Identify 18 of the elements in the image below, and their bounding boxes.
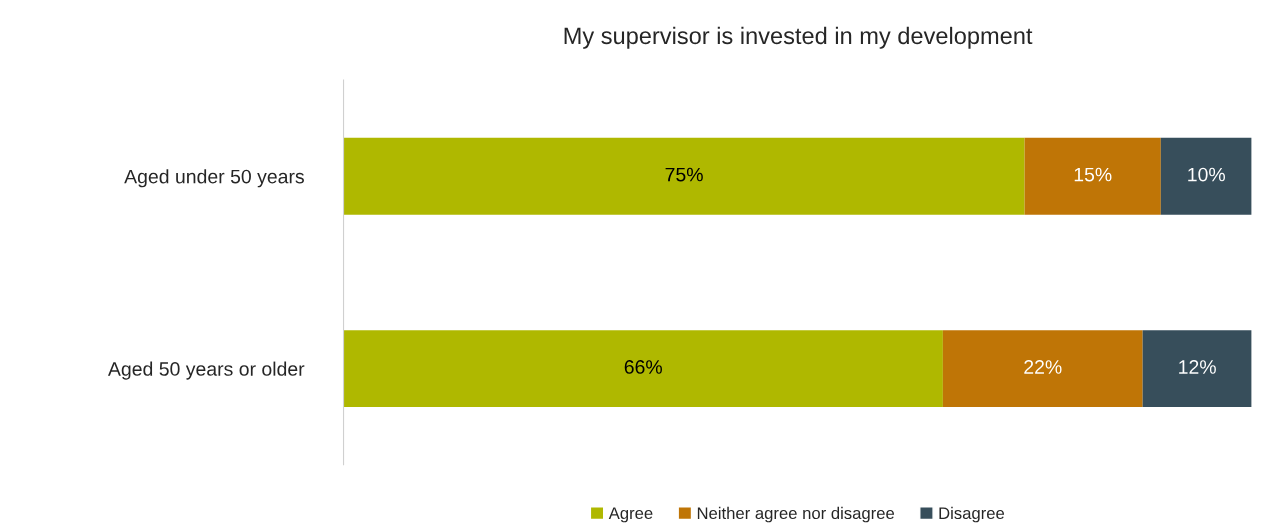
bar xyxy=(343,137,1025,215)
y-tick-label: Aged 50 years or older xyxy=(107,361,305,380)
legend-label: Agree xyxy=(608,507,653,523)
y-tick-label: Aged under 50 years xyxy=(124,169,304,188)
chart-title: My supervisor is invested in my development xyxy=(564,26,1033,49)
data-label: 10% xyxy=(1188,167,1225,182)
data-label: 22% xyxy=(1024,360,1062,374)
legend-label: Neither agree nor disagree xyxy=(697,506,895,523)
data-label: 66% xyxy=(624,360,662,374)
bar xyxy=(343,330,943,408)
data-label: 75% xyxy=(665,167,703,182)
bar xyxy=(1024,137,1161,215)
data-label: 12% xyxy=(1179,360,1216,374)
bar xyxy=(1142,330,1252,408)
data-label: 15% xyxy=(1074,167,1112,182)
bar xyxy=(1160,137,1252,215)
bar xyxy=(942,330,1143,408)
legend-label: Disagree xyxy=(939,506,1005,523)
